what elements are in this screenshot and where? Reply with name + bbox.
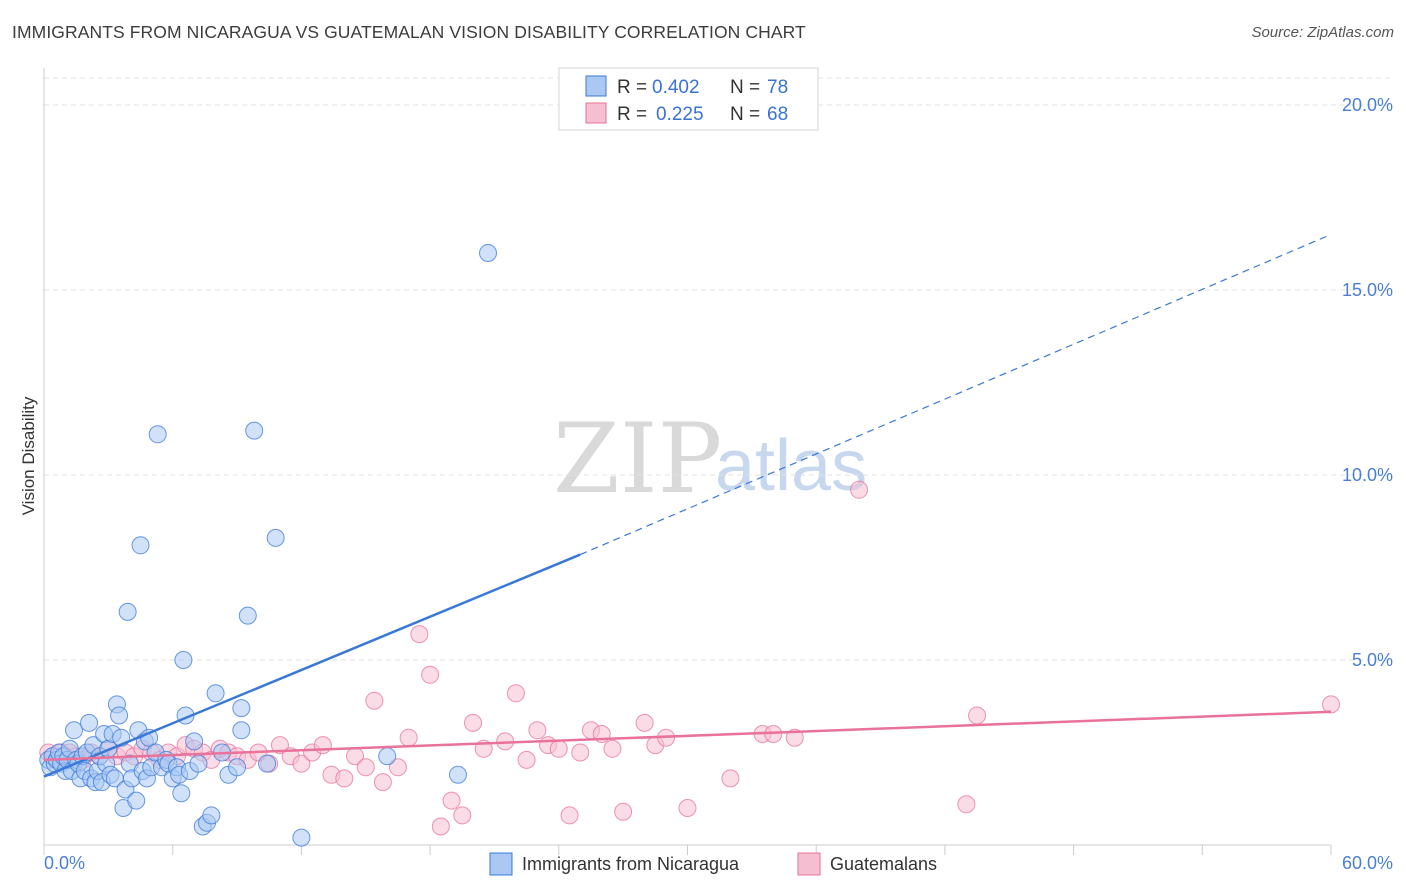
guatemalans-trend-line xyxy=(43,710,1332,762)
series-legend-label-guatemalans: Guatemalans xyxy=(830,854,937,874)
nicaragua-point xyxy=(202,806,221,825)
guatemalans-point xyxy=(464,713,482,732)
y-tick-label: 20.0% xyxy=(1342,95,1393,115)
series-legend: Immigrants from Nicaragua Guatemalans xyxy=(489,852,937,876)
nicaragua-point xyxy=(174,651,193,669)
nicaragua-point xyxy=(238,606,257,625)
nicaragua-point xyxy=(110,706,129,725)
series-legend-label-nicaragua: Immigrants from Nicaragua xyxy=(522,854,740,874)
nicaragua-point xyxy=(232,699,251,718)
trend-lines xyxy=(43,233,1332,778)
guatemalans-point xyxy=(721,769,740,788)
guatemalans-point xyxy=(442,791,461,810)
y-axis-label: Vision Disability xyxy=(19,396,38,515)
watermark-atlas: atlas xyxy=(715,426,867,506)
legend-r-value-pink: 0.225 xyxy=(656,104,704,125)
guatemalans-point xyxy=(785,728,804,747)
nicaragua-point xyxy=(65,721,84,740)
legend-r-value-blue: 0.402 xyxy=(652,77,700,98)
nicaragua-point xyxy=(172,784,191,803)
guatemalans-point xyxy=(431,817,450,836)
legend-r-label-blue: R = xyxy=(617,77,647,98)
legend-n-value-blue: 78 xyxy=(767,77,788,98)
x-tick-label-min: 0.0% xyxy=(44,853,85,873)
guatemalans-point xyxy=(453,806,472,825)
guatemalans-point xyxy=(560,806,579,825)
legend-n-label-blue: N = xyxy=(730,77,760,98)
nicaragua-point xyxy=(185,732,204,751)
legend-r-label-pink: R = xyxy=(617,104,647,125)
guatemalans-point xyxy=(614,802,633,821)
guatemalans-point xyxy=(571,743,590,762)
guatemalans-points xyxy=(39,480,1340,836)
guatemalans-point xyxy=(603,739,622,758)
chart-title: IMMIGRANTS FROM NICARAGUA VS GUATEMALAN … xyxy=(12,22,806,42)
guatemalans-point xyxy=(365,691,384,710)
nicaragua-trend-line xyxy=(43,553,581,778)
x-tick-marks xyxy=(43,845,1332,855)
guatemalans-point xyxy=(635,713,654,732)
guatemalans-point xyxy=(373,773,392,792)
nicaragua-point xyxy=(127,791,146,810)
guatemalans-point xyxy=(313,736,332,755)
guatemalans-point xyxy=(850,480,869,499)
nicaragua-point xyxy=(118,602,137,621)
series-legend-swatch-guatemalans xyxy=(797,852,821,876)
guatemalans-point xyxy=(528,721,547,740)
guatemalans-point xyxy=(421,665,440,684)
legend-n-label-pink: N = xyxy=(730,104,760,125)
guatemalans-point xyxy=(335,769,354,788)
watermark-zip: ZIP xyxy=(553,403,722,515)
nicaragua-point xyxy=(232,721,251,740)
legend-swatch-blue xyxy=(585,75,607,97)
correlation-legend: R = 0.402 N = 78 R = 0.225 N = 68 xyxy=(558,67,819,131)
guatemalans-point xyxy=(399,728,418,747)
nicaragua-point xyxy=(148,425,167,444)
source-label: Source: ZipAtlas.com xyxy=(1251,24,1394,41)
guatemalans-point xyxy=(410,625,429,644)
gridlines xyxy=(44,77,1393,661)
guatemalans-point xyxy=(270,736,289,755)
nicaragua-point xyxy=(258,754,277,773)
guatemalans-point xyxy=(1322,695,1340,714)
guatemalans-point xyxy=(292,754,311,773)
y-tick-label: 15.0% xyxy=(1342,280,1393,300)
nicaragua-points xyxy=(39,244,498,847)
nicaragua-point xyxy=(131,536,150,555)
series-legend-swatch-nicaragua xyxy=(489,852,513,876)
guatemalans-point xyxy=(968,706,987,725)
nicaragua-point xyxy=(206,684,225,703)
nicaragua-trend-projection xyxy=(580,233,1332,556)
guatemalans-point xyxy=(506,684,525,703)
guatemalans-point xyxy=(517,750,536,769)
nicaragua-point xyxy=(292,828,311,847)
nicaragua-point xyxy=(266,528,285,547)
nicaragua-point xyxy=(80,713,99,732)
y-tick-labels: 5.0% 10.0% 15.0% 20.0% xyxy=(1342,95,1393,670)
nicaragua-point xyxy=(228,758,247,777)
nicaragua-point xyxy=(378,747,397,766)
nicaragua-point xyxy=(479,244,498,262)
y-tick-label: 5.0% xyxy=(1352,650,1393,670)
nicaragua-point xyxy=(245,421,264,440)
nicaragua-point xyxy=(448,765,467,784)
nicaragua-point xyxy=(189,754,208,773)
guatemalans-point xyxy=(957,795,976,814)
guatemalans-point xyxy=(678,799,697,817)
legend-n-value-pink: 68 xyxy=(767,104,788,125)
guatemalans-point xyxy=(388,758,407,777)
x-tick-label-max: 60.0% xyxy=(1342,853,1393,873)
legend-swatch-pink xyxy=(585,102,607,124)
guatemalans-point xyxy=(549,739,568,758)
guatemalans-point xyxy=(356,758,375,777)
y-tick-label: 10.0% xyxy=(1342,465,1393,485)
